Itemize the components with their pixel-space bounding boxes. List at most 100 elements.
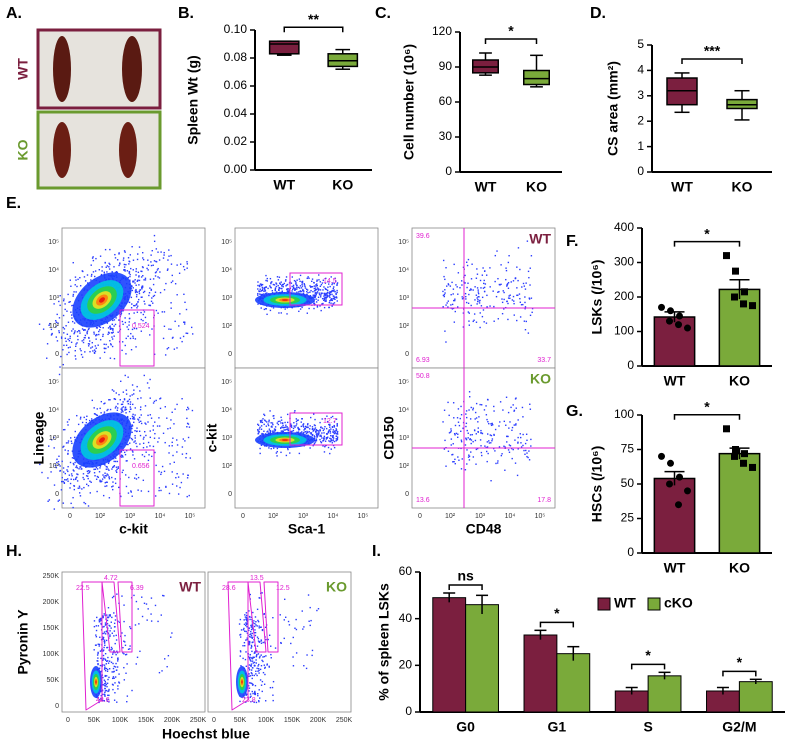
event-dot (268, 666, 270, 668)
event-dot (100, 657, 102, 660)
event-dot (473, 319, 475, 321)
event-dot (171, 632, 173, 634)
event-dot (140, 270, 142, 272)
event-dot (295, 282, 297, 284)
x-tick-label: 10³ (475, 513, 486, 520)
event-dot (248, 629, 250, 632)
event-dot (90, 275, 93, 277)
event-dot (499, 284, 501, 286)
event-dot (476, 303, 478, 305)
event-dot (77, 338, 79, 341)
event-dot (134, 338, 137, 340)
event-dot (51, 439, 53, 441)
panel-label: B. (178, 5, 194, 22)
event-dot (181, 453, 184, 455)
event-dot (134, 322, 136, 324)
event-dot (318, 292, 320, 294)
event-dot (525, 449, 527, 452)
event-dot (261, 433, 263, 436)
event-dot (315, 298, 317, 300)
event-dot (454, 424, 457, 427)
event-dot (84, 424, 86, 426)
event-dot (486, 460, 488, 463)
event-dot (60, 355, 62, 358)
event-dot (442, 421, 444, 423)
event-dot (62, 363, 64, 366)
event-dot (465, 437, 467, 439)
event-dot (115, 634, 117, 637)
event-dot (281, 284, 283, 287)
event-dot (115, 669, 118, 671)
event-dot (86, 332, 88, 335)
event-dot (138, 416, 141, 419)
event-dot (283, 619, 285, 621)
event-dot (282, 283, 285, 286)
event-dot (246, 620, 249, 623)
event-dot (280, 427, 282, 429)
event-dot (458, 459, 460, 461)
event-dot (121, 595, 123, 597)
event-dot (304, 431, 306, 433)
event-dot (469, 438, 472, 440)
event-dot (116, 650, 118, 653)
event-dot (104, 674, 106, 677)
event-dot (488, 442, 491, 444)
event-dot (454, 462, 456, 465)
event-dot (464, 469, 467, 471)
event-dot (335, 435, 338, 438)
gate-value: 0.656 (132, 463, 150, 470)
event-dot (144, 422, 146, 424)
event-dot (95, 257, 97, 260)
event-dot (330, 290, 333, 293)
event-dot (270, 653, 272, 656)
y-tick-label: 20 (399, 658, 413, 672)
event-dot (160, 614, 162, 616)
event-dot (485, 414, 488, 416)
event-dot (505, 269, 508, 272)
event-dot (264, 420, 267, 422)
event-dot (306, 312, 309, 314)
y-tick-label: 75 (621, 442, 635, 456)
spleen (53, 122, 71, 178)
event-dot (154, 291, 157, 293)
event-dot (55, 336, 58, 338)
event-dot (260, 444, 263, 446)
gate-value: 17.8 (537, 497, 551, 504)
event-dot (453, 321, 456, 323)
x-tick-label: 10³ (298, 513, 309, 520)
event-dot (117, 331, 119, 333)
event-dot (501, 312, 504, 315)
event-dot (315, 431, 317, 433)
event-dot (55, 321, 58, 324)
event-dot (282, 430, 285, 433)
event-dot (139, 289, 141, 291)
event-dot (154, 451, 156, 454)
event-dot (519, 433, 521, 435)
data-point (749, 463, 756, 471)
event-dot (500, 283, 502, 286)
event-dot (298, 310, 300, 313)
event-dot (510, 406, 512, 409)
event-dot (167, 428, 169, 430)
event-dot (70, 341, 73, 344)
event-dot (480, 445, 482, 447)
event-dot (254, 690, 256, 693)
event-dot (292, 287, 295, 289)
event-dot (117, 467, 119, 470)
event-dot (183, 293, 185, 296)
event-dot (70, 437, 72, 439)
event-dot (248, 673, 250, 675)
event-dot (120, 380, 122, 383)
event-dot (238, 623, 241, 625)
event-dot (508, 295, 510, 297)
event-dot (258, 641, 261, 643)
event-dot (103, 411, 106, 413)
event-dot (296, 291, 298, 293)
event-dot (296, 279, 298, 281)
event-dot (253, 701, 255, 704)
data-point (676, 312, 683, 320)
event-dot (515, 424, 517, 426)
event-dot (329, 300, 331, 302)
event-dot (451, 303, 454, 306)
event-dot (263, 308, 266, 311)
